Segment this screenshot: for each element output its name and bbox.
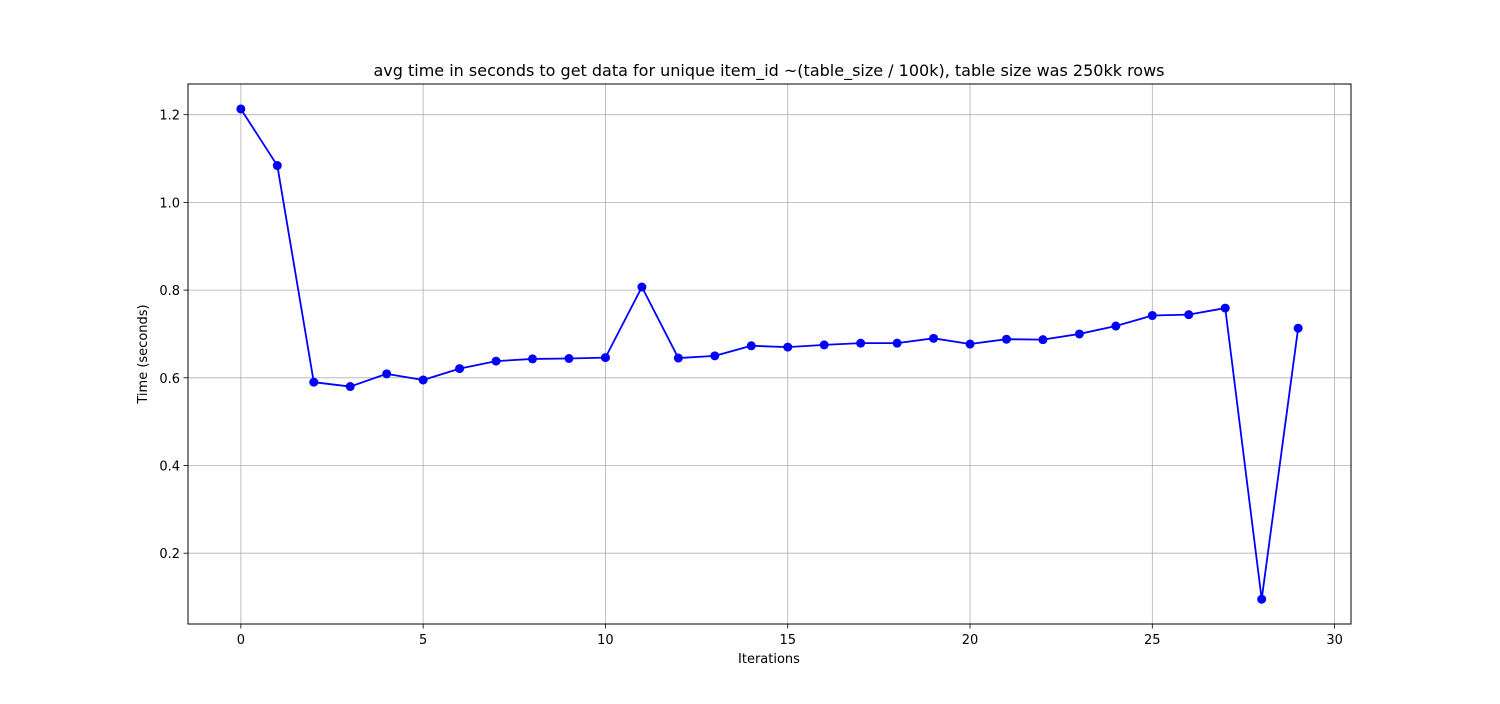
x-tick-label: 10	[597, 633, 614, 648]
data-point	[1001, 334, 1011, 344]
data-point	[236, 104, 246, 114]
chart-title: avg time in seconds to get data for uniq…	[373, 61, 1164, 81]
data-point	[856, 338, 866, 348]
y-tick-label: 0.2	[159, 547, 180, 562]
data-point	[418, 375, 428, 385]
data-point	[491, 356, 501, 366]
axis-ticks: 0 5 10 15 20 25 30 0.2 0.4 0.6 0.8 1.0 1.2	[159, 109, 1343, 648]
y-axis-label: Time (seconds)	[136, 304, 151, 404]
data-point	[1257, 594, 1267, 604]
x-tick-label: 0	[237, 633, 245, 648]
data-point	[1038, 335, 1048, 345]
data-point	[1220, 303, 1230, 313]
data-point	[929, 333, 939, 343]
y-tick-label: 1.2	[159, 109, 180, 124]
y-tick-label: 0.4	[159, 459, 180, 474]
data-point	[345, 382, 355, 392]
data-point	[1074, 329, 1084, 339]
data-point	[783, 342, 793, 352]
plot-area-frame	[187, 83, 1352, 625]
x-tick-label: 30	[1326, 633, 1343, 648]
data-point	[528, 354, 538, 364]
grid-lines	[188, 84, 1351, 624]
y-tick-label: 0.6	[159, 372, 180, 387]
data-point	[892, 338, 902, 348]
data-point	[1293, 323, 1303, 333]
x-tick-label: 25	[1144, 633, 1161, 648]
data-point	[600, 353, 610, 363]
series-layer	[236, 104, 1303, 604]
x-tick-label: 5	[419, 633, 427, 648]
data-point	[710, 351, 720, 361]
data-point	[1111, 321, 1121, 331]
data-point	[819, 340, 829, 350]
x-tick-label: 20	[962, 633, 979, 648]
data-point	[637, 282, 647, 292]
data-point	[455, 364, 465, 374]
x-tick-label: 15	[779, 633, 796, 648]
x-axis-label: Iterations	[738, 652, 800, 667]
data-point	[746, 341, 756, 351]
data-point	[382, 369, 392, 379]
data-point	[272, 161, 282, 171]
data-point	[673, 353, 683, 363]
data-point	[1147, 311, 1157, 321]
y-tick-label: 0.8	[159, 284, 180, 299]
data-point	[965, 339, 975, 349]
data-point	[564, 353, 574, 363]
data-point	[1184, 310, 1194, 320]
series-line	[240, 108, 1300, 601]
y-tick-label: 1.0	[159, 196, 180, 211]
data-point	[309, 377, 319, 387]
